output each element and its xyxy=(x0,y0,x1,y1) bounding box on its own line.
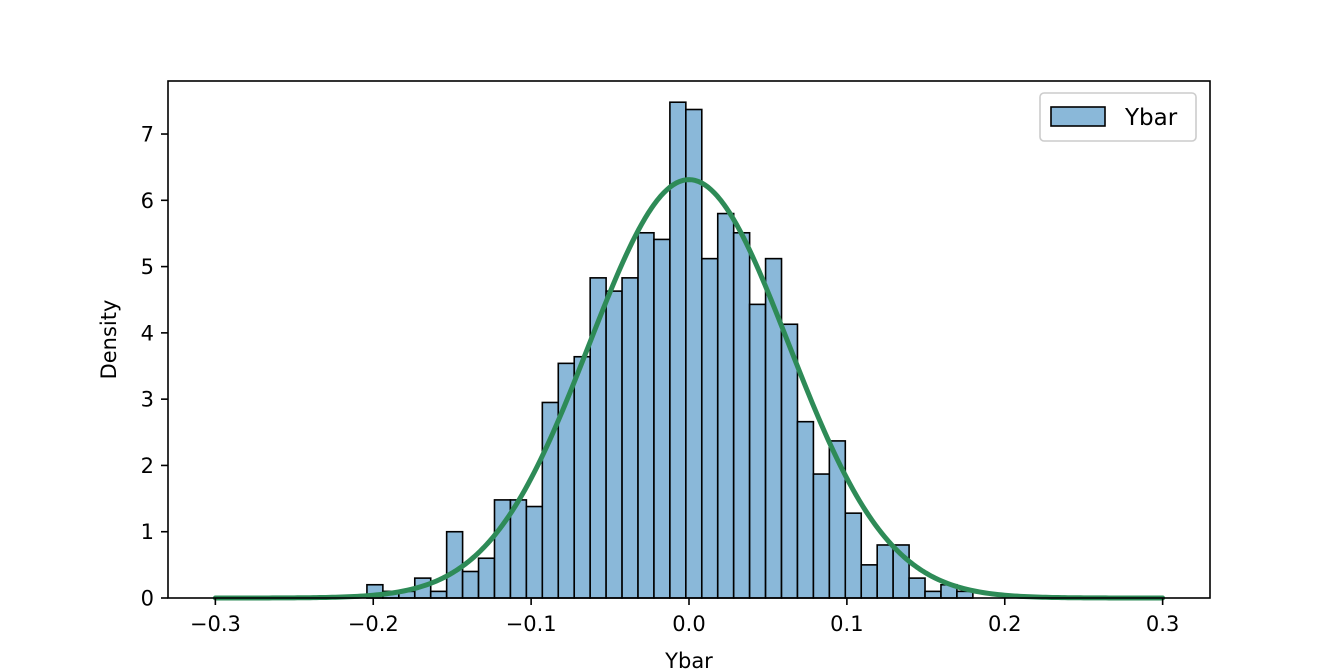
histogram-bar-23 xyxy=(732,231,751,599)
legend-label-ybar: Ybar xyxy=(1124,105,1178,131)
x-tick-label: 0.0 xyxy=(672,612,705,636)
histogram-bar-6 xyxy=(461,570,480,599)
y-tick-label: 5 xyxy=(141,255,154,279)
legend: Ybar xyxy=(1039,92,1197,142)
legend-swatch-ybar xyxy=(1050,106,1106,127)
y-tick-label: 0 xyxy=(141,587,154,611)
histogram-bar-27 xyxy=(796,420,815,599)
y-tick-label: 6 xyxy=(141,189,154,213)
x-tick-label: −0.1 xyxy=(506,612,557,636)
x-tick-label: −0.2 xyxy=(348,612,399,636)
y-tick-label: 3 xyxy=(141,388,154,412)
histogram-bar-19 xyxy=(669,101,687,599)
histogram-bar-13 xyxy=(573,355,591,599)
histogram-bar-21 xyxy=(700,257,719,599)
x-axis-ticks: −0.3 −0.2 −0.1 0.0 0.1 0.2 0.3 xyxy=(190,598,1179,636)
x-tick-label: 0.2 xyxy=(988,612,1021,636)
x-axis-label: Ybar xyxy=(664,649,713,672)
y-tick-label: 7 xyxy=(141,123,154,147)
histogram-bar-18 xyxy=(653,238,671,599)
legend-box xyxy=(1039,92,1197,142)
histogram-bar-32 xyxy=(876,544,894,599)
y-tick-label: 2 xyxy=(141,454,154,478)
histogram-bar-16 xyxy=(621,277,639,599)
histogram-bar-9 xyxy=(509,499,528,599)
y-axis-ticks: 0 1 2 3 4 5 6 7 xyxy=(141,123,168,611)
histogram-bar-24 xyxy=(748,303,767,599)
histogram-bar-17 xyxy=(637,231,655,599)
density-curve-line xyxy=(212,177,1166,601)
y-axis-label: Density xyxy=(97,300,121,380)
histogram-bar-7 xyxy=(477,557,496,599)
histogram-bar-34 xyxy=(908,577,926,599)
histogram-bar-28 xyxy=(812,473,831,599)
histogram-bar-10 xyxy=(525,505,544,599)
histogram-bar-30 xyxy=(844,512,863,599)
y-tick-label: 1 xyxy=(141,520,154,544)
x-tick-label: 0.3 xyxy=(1146,612,1179,636)
histogram-bars xyxy=(366,101,974,599)
x-tick-label: 0.1 xyxy=(830,612,863,636)
histogram-bar-15 xyxy=(605,290,623,599)
histogram-bar-35 xyxy=(924,590,942,599)
y-tick-label: 4 xyxy=(141,321,154,345)
histogram-bar-31 xyxy=(860,564,878,599)
histogram-bar-22 xyxy=(716,212,735,599)
x-tick-label: −0.3 xyxy=(190,612,241,636)
histogram-bar-4 xyxy=(429,590,448,599)
